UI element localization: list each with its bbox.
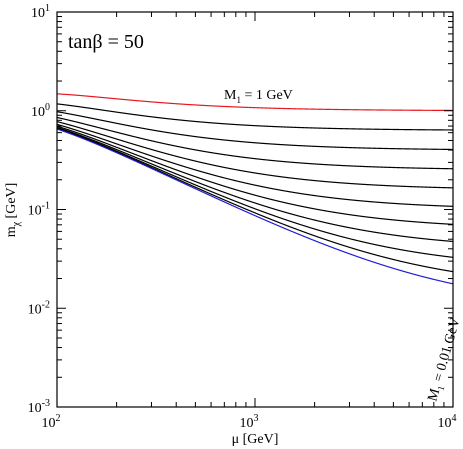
series-line — [57, 120, 453, 189]
series-line — [57, 93, 453, 112]
x-axis-label: μ [GeV] — [232, 432, 279, 447]
series-line — [57, 116, 453, 170]
series-line — [57, 125, 453, 225]
series-line — [57, 126, 453, 243]
series-line — [57, 128, 453, 285]
series-line — [57, 127, 453, 258]
plot-frame — [56, 11, 454, 408]
y-axis-label: mχ [GeV] — [4, 183, 22, 238]
y-tick-label: 10-3 — [28, 398, 50, 416]
series-line — [57, 103, 453, 131]
curves-group — [57, 93, 453, 285]
y-tick-label: 10-1 — [28, 201, 50, 219]
m1-min-annotation: M1 = 0.01 GeV — [425, 316, 463, 404]
axis-ticks — [56, 12, 454, 408]
y-tick-label: 10-2 — [28, 299, 50, 317]
series-line — [57, 111, 453, 151]
y-tick-label: 101 — [31, 3, 50, 21]
series-line — [57, 123, 453, 207]
x-tick-label: 103 — [240, 413, 259, 431]
tan-beta-annotation: tanβ = 50 — [68, 31, 144, 53]
series-line — [57, 128, 453, 273]
m1-max-annotation: M1 = 1 GeV — [224, 88, 293, 105]
tick-labels: 102 103 104 10-3 10-2 10-1 100 101 — [28, 3, 457, 431]
y-tick-label: 100 — [31, 102, 50, 120]
x-tick-label: 104 — [438, 413, 457, 431]
x-tick-label: 102 — [42, 413, 61, 431]
